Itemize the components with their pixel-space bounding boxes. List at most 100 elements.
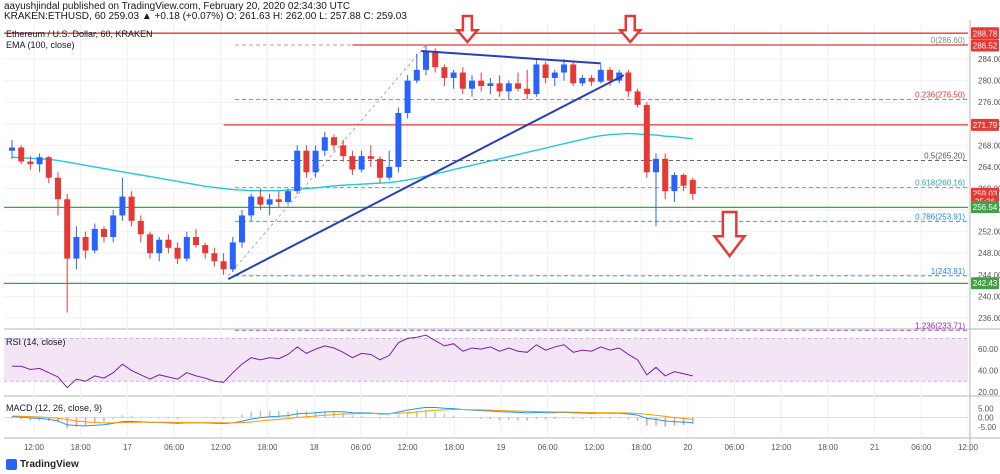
candle bbox=[321, 131, 328, 157]
candle-body bbox=[515, 83, 521, 89]
trendline bbox=[421, 49, 601, 65]
candle bbox=[386, 150, 393, 181]
candle-body bbox=[36, 157, 43, 165]
price-badge-label: 271.79 bbox=[973, 121, 998, 130]
candle bbox=[82, 231, 89, 259]
candle-body bbox=[220, 261, 227, 270]
candle-body bbox=[312, 150, 319, 173]
candle-body bbox=[551, 72, 558, 78]
rsi-legend[interactable]: RSI (14, close) bbox=[6, 337, 66, 347]
candle bbox=[55, 172, 61, 216]
rsi-pane bbox=[4, 334, 968, 389]
price-badge: 288.78 bbox=[971, 27, 999, 40]
price-tick-label: 240.00 bbox=[978, 292, 1000, 301]
tradingview-brand[interactable]: TradingView bbox=[6, 459, 79, 470]
candle-body bbox=[533, 64, 540, 95]
macd-tick-label: -5.00 bbox=[978, 423, 997, 432]
signal-line bbox=[11, 409, 693, 424]
ema-legend[interactable]: EMA (100, close) bbox=[6, 40, 75, 50]
candle-body bbox=[229, 242, 236, 270]
time-tick-label: 06:00 bbox=[351, 443, 372, 452]
candle-body bbox=[505, 83, 512, 92]
candle bbox=[101, 226, 107, 243]
price-axis: 236.00240.00244.00248.00252.00256.00260.… bbox=[971, 27, 1000, 432]
candle-body bbox=[432, 50, 439, 68]
candle-body bbox=[202, 245, 209, 254]
price-badge-label: 242.43 bbox=[973, 279, 998, 288]
candle-body bbox=[45, 157, 52, 178]
candle-body bbox=[128, 196, 135, 221]
candle bbox=[156, 237, 163, 262]
time-tick-label: 12:00 bbox=[211, 443, 232, 452]
price-badge: 256.54 bbox=[971, 201, 999, 214]
candle bbox=[239, 210, 245, 248]
candle-body bbox=[174, 247, 181, 259]
fib-level-label: 1(243.81) bbox=[931, 267, 966, 276]
candle bbox=[505, 80, 512, 100]
candle-body bbox=[542, 64, 549, 78]
candle bbox=[671, 172, 678, 202]
price-badge: 242.43 bbox=[971, 277, 999, 290]
price-tick-label: 244.00 bbox=[978, 271, 1000, 280]
price-badge-bg bbox=[971, 201, 999, 214]
candle bbox=[27, 156, 34, 170]
candle bbox=[202, 242, 209, 259]
rsi-band bbox=[4, 338, 968, 382]
rsi-tick-label: 60.00 bbox=[978, 345, 999, 354]
candle bbox=[294, 145, 301, 194]
ema-line bbox=[11, 132, 693, 192]
candle bbox=[367, 145, 374, 167]
time-tick-label: 06:00 bbox=[164, 443, 185, 452]
price-tick-label: 276.00 bbox=[978, 98, 1000, 107]
candle bbox=[413, 53, 420, 84]
candle-body bbox=[294, 150, 301, 192]
candle-body bbox=[597, 69, 604, 82]
candle-body bbox=[349, 156, 356, 170]
macd-line bbox=[11, 406, 693, 427]
candle bbox=[680, 173, 687, 192]
candle-body bbox=[671, 175, 678, 192]
candle-body bbox=[643, 104, 650, 173]
price-badge-bg bbox=[971, 118, 999, 131]
candle bbox=[662, 153, 669, 200]
candle-body bbox=[165, 239, 172, 248]
candle bbox=[469, 75, 475, 97]
macd-legend[interactable]: MACD (12, 26, close, 9) bbox=[6, 403, 103, 413]
candle-body bbox=[469, 80, 475, 89]
candle-body bbox=[239, 215, 245, 243]
candle bbox=[340, 139, 347, 162]
candle-body bbox=[64, 199, 71, 259]
candle bbox=[73, 226, 80, 270]
publish-header: aayushjindal published on TradingView.co… bbox=[4, 1, 351, 12]
candle-body bbox=[285, 191, 291, 202]
candle bbox=[377, 156, 383, 184]
candle-body bbox=[662, 158, 669, 192]
fib-level-label: 1.236(233.71) bbox=[915, 321, 965, 330]
time-tick-label: 21 bbox=[870, 443, 879, 452]
candle bbox=[119, 177, 126, 221]
candle bbox=[193, 228, 199, 248]
macd-tick-label: 5.00 bbox=[978, 404, 994, 413]
rsi-tick-label: 20.00 bbox=[978, 388, 999, 397]
candle-body bbox=[478, 80, 485, 87]
candle-body bbox=[147, 234, 153, 254]
trendline bbox=[227, 74, 625, 280]
candle-body bbox=[459, 72, 466, 89]
time-tick-label: 12:00 bbox=[584, 443, 605, 452]
candle-body bbox=[73, 237, 80, 259]
price-badge-label: 288.78 bbox=[973, 29, 998, 38]
candle-body bbox=[496, 83, 503, 92]
candle bbox=[423, 45, 429, 76]
candle bbox=[441, 64, 448, 87]
time-tick-label: 12:00 bbox=[958, 443, 979, 452]
candle-body bbox=[395, 112, 402, 167]
symbol-legend[interactable]: Ethereum / U.S. Dollar, 60, KRAKEN bbox=[6, 29, 153, 39]
price-tick-label: 236.00 bbox=[978, 314, 1000, 323]
brand-name: TradingView bbox=[20, 459, 79, 470]
candle-body bbox=[82, 237, 89, 251]
candle-body bbox=[404, 80, 411, 113]
time-tick-label: 06:00 bbox=[911, 443, 932, 452]
time-tick-label: 18:00 bbox=[818, 443, 839, 452]
candle bbox=[579, 75, 586, 87]
